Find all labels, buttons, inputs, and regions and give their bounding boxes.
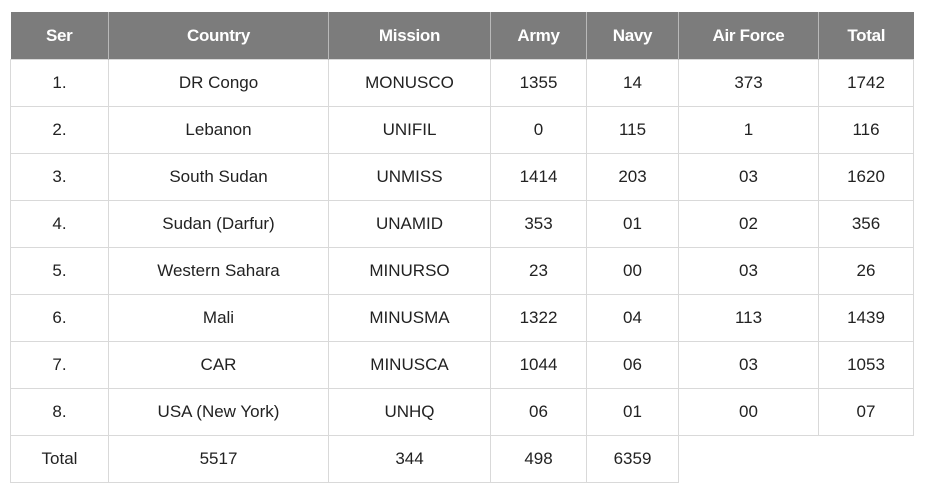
cell-ser: 5.	[10, 247, 109, 295]
cell-ser: 7.	[10, 341, 109, 389]
cell-country: USA (New York)	[108, 388, 329, 436]
cell-mission: MONUSCO	[328, 59, 491, 107]
cell-air-force: 373	[678, 59, 819, 107]
cell-total: 1053	[818, 341, 914, 389]
total-row-empty-cell	[678, 435, 914, 483]
cell-country: CAR	[108, 341, 329, 389]
cell-navy: 115	[586, 106, 679, 154]
total-navy-value: 6359	[586, 435, 679, 483]
cell-navy: 06	[586, 341, 679, 389]
cell-mission: UNIFIL	[328, 106, 491, 154]
table-total-row: Total 5517 344 498 6359	[10, 435, 914, 483]
cell-ser: 8.	[10, 388, 109, 436]
cell-army: 06	[490, 388, 587, 436]
total-army-value: 498	[490, 435, 587, 483]
deployment-table: Ser Country Mission Army Navy Air Force …	[10, 12, 914, 483]
table-row: 1. DR Congo MONUSCO 1355 14 373 1742	[10, 59, 914, 107]
cell-total: 26	[818, 247, 914, 295]
cell-total: 07	[818, 388, 914, 436]
cell-mission: UNAMID	[328, 200, 491, 248]
cell-mission: MINUSMA	[328, 294, 491, 342]
cell-air-force: 02	[678, 200, 819, 248]
cell-ser: 6.	[10, 294, 109, 342]
cell-total: 116	[818, 106, 914, 154]
cell-country: Western Sahara	[108, 247, 329, 295]
cell-ser: 1.	[10, 59, 109, 107]
cell-air-force: 03	[678, 247, 819, 295]
cell-mission: MINUSCA	[328, 341, 491, 389]
cell-army: 353	[490, 200, 587, 248]
table-row: 6. Mali MINUSMA 1322 04 113 1439	[10, 294, 914, 342]
cell-army: 1322	[490, 294, 587, 342]
table-row: 2. Lebanon UNIFIL 0 115 1 116	[10, 106, 914, 154]
cell-country: Lebanon	[108, 106, 329, 154]
cell-army: 1044	[490, 341, 587, 389]
cell-army: 1414	[490, 153, 587, 201]
column-header-army: Army	[490, 12, 587, 60]
column-header-country: Country	[108, 12, 329, 60]
total-mission-value: 344	[328, 435, 491, 483]
table-row: 3. South Sudan UNMISS 1414 203 03 1620	[10, 153, 914, 201]
cell-mission: MINURSO	[328, 247, 491, 295]
cell-mission: UNHQ	[328, 388, 491, 436]
cell-air-force: 1	[678, 106, 819, 154]
cell-army: 1355	[490, 59, 587, 107]
deployment-table-container: Ser Country Mission Army Navy Air Force …	[10, 12, 914, 483]
cell-total: 1742	[818, 59, 914, 107]
cell-mission: UNMISS	[328, 153, 491, 201]
cell-navy: 04	[586, 294, 679, 342]
cell-total: 356	[818, 200, 914, 248]
cell-air-force: 00	[678, 388, 819, 436]
column-header-ser: Ser	[10, 12, 109, 60]
table-row: 7. CAR MINUSCA 1044 06 03 1053	[10, 341, 914, 389]
cell-ser: 3.	[10, 153, 109, 201]
cell-country: DR Congo	[108, 59, 329, 107]
cell-total: 1620	[818, 153, 914, 201]
table-row: 5. Western Sahara MINURSO 23 00 03 26	[10, 247, 914, 295]
cell-navy: 203	[586, 153, 679, 201]
table-row: 8. USA (New York) UNHQ 06 01 00 07	[10, 388, 914, 436]
cell-ser: 4.	[10, 200, 109, 248]
cell-air-force: 03	[678, 153, 819, 201]
cell-army: 0	[490, 106, 587, 154]
column-header-navy: Navy	[586, 12, 679, 60]
table-row: 4. Sudan (Darfur) UNAMID 353 01 02 356	[10, 200, 914, 248]
cell-navy: 01	[586, 200, 679, 248]
table-header-row: Ser Country Mission Army Navy Air Force …	[10, 12, 914, 60]
cell-air-force: 03	[678, 341, 819, 389]
cell-navy: 00	[586, 247, 679, 295]
cell-country: Mali	[108, 294, 329, 342]
cell-ser: 2.	[10, 106, 109, 154]
cell-country: South Sudan	[108, 153, 329, 201]
cell-air-force: 113	[678, 294, 819, 342]
column-header-mission: Mission	[328, 12, 491, 60]
cell-country: Sudan (Darfur)	[108, 200, 329, 248]
cell-navy: 01	[586, 388, 679, 436]
column-header-total: Total	[818, 12, 914, 60]
cell-navy: 14	[586, 59, 679, 107]
column-header-air-force: Air Force	[678, 12, 819, 60]
cell-army: 23	[490, 247, 587, 295]
total-label: Total	[10, 435, 109, 483]
cell-total: 1439	[818, 294, 914, 342]
total-country-value: 5517	[108, 435, 329, 483]
